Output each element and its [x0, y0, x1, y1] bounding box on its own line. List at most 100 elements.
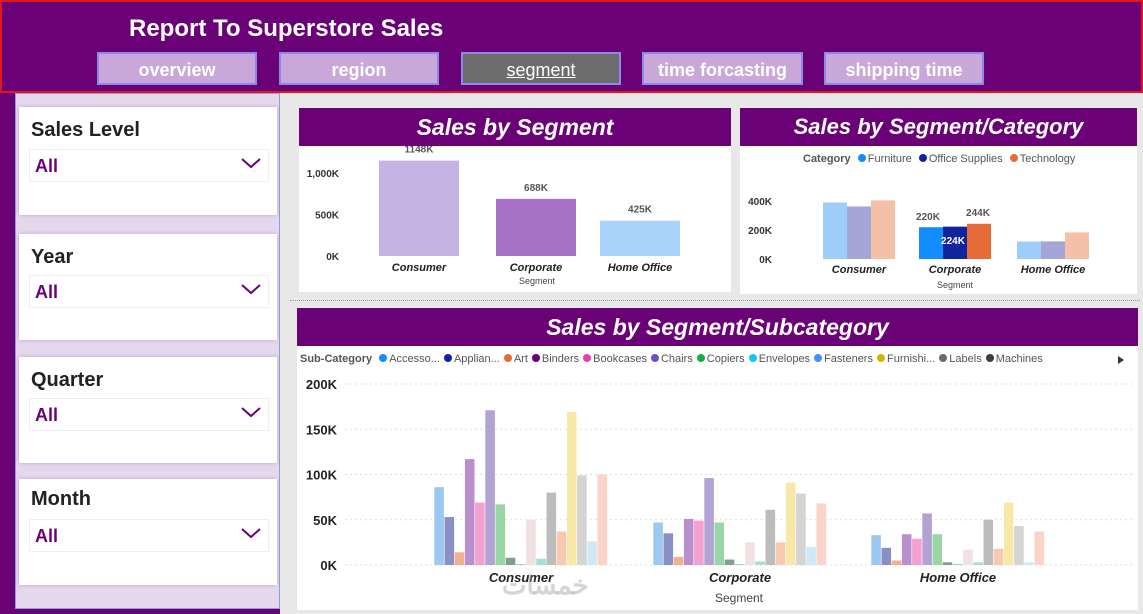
legend-item[interactable]: Furnishi... [886, 353, 936, 365]
sales-by-segment-panel: Sales by Segment 0K 500K 1,000K 1148K Consum… [299, 108, 731, 292]
legend-item[interactable]: Copiers [706, 353, 745, 365]
data-label: 1148K [405, 146, 435, 156]
nav-segment-button[interactable]: segment [461, 52, 621, 85]
slicer-quarter: Quarter All [19, 357, 277, 463]
chevron-down-icon [241, 528, 261, 539]
bar [714, 522, 725, 565]
bar [993, 548, 1004, 565]
y-tick-label: 150K [306, 422, 338, 437]
y-tick-label: 400K [748, 197, 773, 208]
slicer-value: All [35, 405, 59, 425]
bar [973, 562, 983, 565]
bar [556, 531, 567, 565]
slicer-value: All [35, 526, 59, 546]
legend-dot [1009, 154, 1018, 162]
legend-item[interactable]: Binders [541, 353, 580, 365]
y-tick-label: 0K [320, 558, 337, 573]
bar [755, 561, 765, 565]
legend-item[interactable]: Envelopes [758, 353, 811, 365]
chevron-down-icon [241, 284, 261, 295]
subcategory-legend: Sub-Category Accesso... Applian... Art Bind… [300, 353, 1043, 365]
legend-dot [443, 354, 452, 362]
bar [943, 226, 967, 259]
legend-dot [939, 354, 948, 362]
bar [796, 493, 806, 565]
bar [932, 534, 943, 565]
bar [823, 202, 847, 259]
x-axis-label: Segment [519, 276, 556, 286]
legend-item[interactable]: Art [513, 353, 528, 365]
legend-dot [814, 354, 823, 362]
bar [734, 564, 745, 565]
legend-item[interactable]: Furniture [867, 153, 912, 165]
bar [673, 556, 684, 565]
bar [683, 518, 694, 565]
bar [464, 459, 475, 565]
x-axis-label: Segment [937, 280, 974, 290]
quarter-dropdown[interactable]: All [29, 398, 269, 431]
legend-item[interactable]: Fasteners [824, 353, 873, 365]
x-tick-label: Corporate [929, 264, 982, 276]
slicer-value: All [35, 156, 59, 176]
year-dropdown[interactable]: All [29, 275, 269, 308]
bar [536, 558, 546, 565]
data-label: 425K [628, 205, 653, 216]
bar [922, 513, 932, 565]
bar [1041, 241, 1065, 259]
slicer-panel: Sales Level All Year All Quarter All Mon… [15, 93, 280, 609]
chevron-down-icon [241, 158, 261, 169]
x-tick-label: Home Office [920, 570, 996, 585]
bar [806, 546, 816, 565]
bar [515, 564, 526, 565]
nav-overview-button[interactable]: overview [97, 52, 257, 85]
legend-item[interactable]: Chairs [660, 353, 693, 365]
bar [600, 220, 680, 256]
report-header: Report To Superstore Sales overview regi… [0, 0, 1143, 93]
bar [546, 492, 557, 565]
sales-level-dropdown[interactable]: All [29, 149, 269, 182]
y-tick-label: 100K [306, 468, 338, 483]
sales-by-segment-chart: 0K 500K 1,000K 1148K Consumer 688K Corporate 42… [307, 146, 680, 286]
canvas-gridline [290, 300, 1140, 301]
y-tick-label: 200K [306, 377, 338, 392]
slicer-title: Year [31, 246, 74, 268]
bar [1065, 232, 1089, 259]
y-tick-label: 50K [313, 513, 337, 528]
legend-item[interactable]: Labels [949, 353, 982, 365]
nav-shipping-time-button[interactable]: shipping time [824, 52, 984, 85]
x-tick-label: Consumer [392, 262, 447, 274]
bar [847, 206, 871, 259]
legend-item[interactable]: Technology [1019, 153, 1076, 165]
sales-by-segment-category-panel: Sales by Segment/Category Category Furni… [740, 108, 1137, 294]
bar [785, 482, 796, 565]
nav-region-button[interactable]: region [279, 52, 439, 85]
bar [1003, 502, 1014, 565]
x-axis-label: Segment [715, 591, 764, 605]
nav-time-forcasting-button[interactable]: time forcasting [642, 52, 803, 85]
legend-dot [379, 354, 388, 362]
bar [952, 564, 963, 565]
bar [881, 547, 892, 565]
bar [444, 517, 455, 565]
month-dropdown[interactable]: All [29, 519, 269, 552]
data-label: 220K [916, 212, 941, 223]
bar [871, 535, 881, 565]
legend-item[interactable]: Applian... [453, 353, 500, 365]
bar [653, 522, 663, 565]
bar [1034, 531, 1045, 565]
legend-item[interactable]: Accesso... [389, 353, 440, 365]
legend-next-arrow-icon[interactable] [1116, 355, 1126, 365]
legend-dot [650, 354, 659, 362]
legend-dot [918, 154, 927, 162]
bar [765, 509, 776, 565]
chart-title: Sales by Segment/Subcategory [297, 308, 1138, 346]
bar [816, 503, 827, 565]
chart-title: Sales by Segment/Category [740, 108, 1137, 146]
legend-dot [696, 354, 705, 362]
legend-item[interactable]: Bookcases [593, 353, 647, 365]
bar [891, 560, 902, 565]
legend-dot [583, 354, 592, 362]
legend-item[interactable]: Office Supplies [928, 153, 1003, 165]
legend-item[interactable]: Machines [995, 353, 1043, 365]
bar [871, 200, 895, 259]
